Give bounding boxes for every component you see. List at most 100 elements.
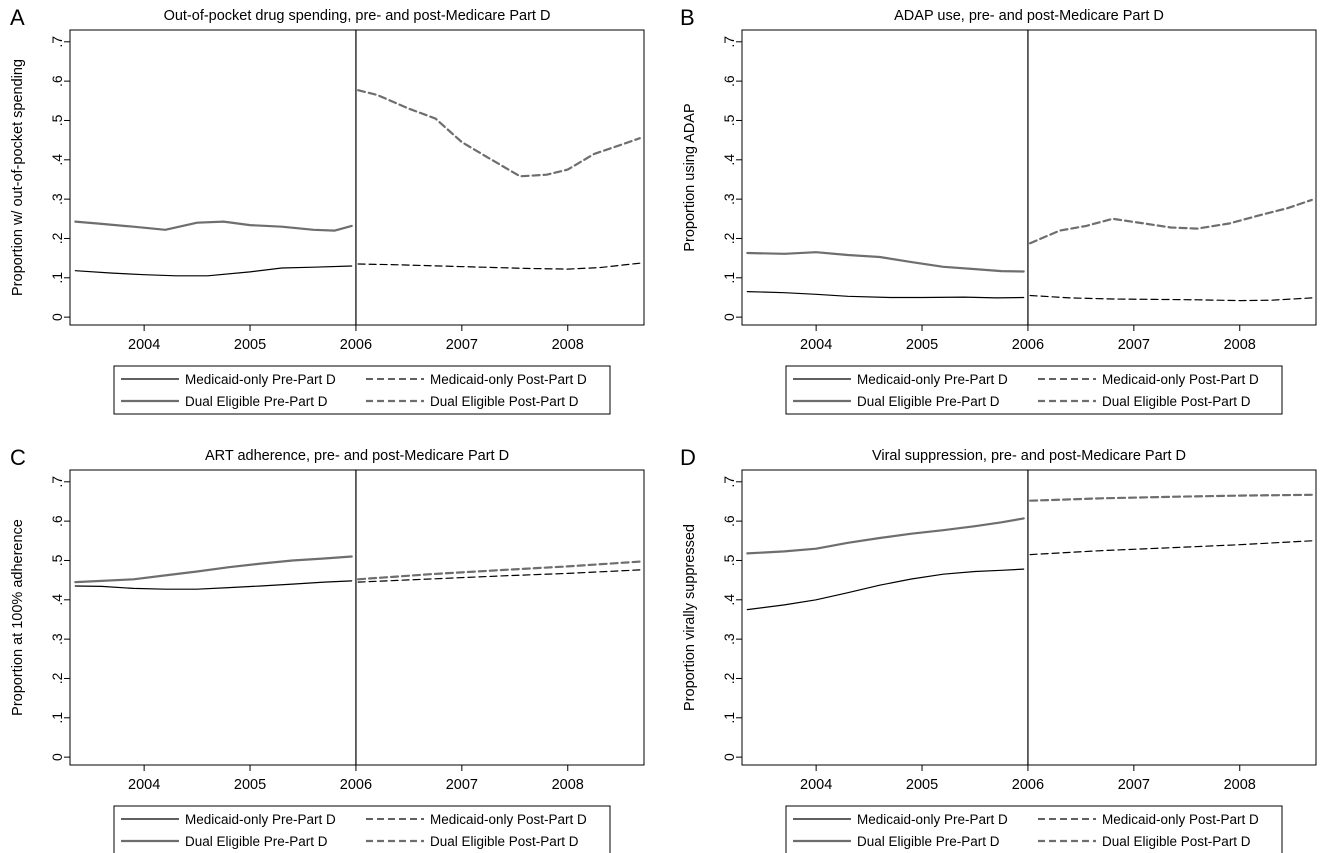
plot-area-frame (69, 29, 645, 326)
y-tick-label: 0 (721, 313, 737, 321)
y-tick-label: .6 (721, 515, 737, 527)
y-tick-label: .1 (721, 712, 737, 724)
series-line-dual_pre (746, 251, 1025, 273)
panel-letter: A (10, 5, 25, 30)
y-tick-label: .6 (49, 515, 65, 527)
y-tick-label: .2 (49, 672, 65, 684)
y-tick-label: .1 (49, 712, 65, 724)
series-line-medicaid_post (357, 262, 641, 270)
x-tick-label: 2006 (340, 777, 372, 793)
y-tick-label: .5 (721, 114, 737, 126)
legend-label-dual_post: Dual Eligible Post-Part D (430, 834, 579, 849)
series-line-medicaid_pre (74, 580, 353, 590)
x-tick-label: 2005 (906, 777, 938, 793)
x-tick-label: 2004 (128, 337, 160, 353)
legend-label-dual_pre: Dual Eligible Pre-Part D (857, 394, 1000, 409)
y-tick-label: .7 (49, 476, 65, 488)
chart-panel-D: D Viral suppression, pre- and post-Medica… (680, 445, 1317, 853)
x-tick-label: 2005 (234, 777, 266, 793)
y-tick-label: 0 (49, 753, 65, 761)
y-tick-label: .3 (721, 633, 737, 645)
legend: Medicaid-only Pre-Part D Medicaid-only Po… (785, 365, 1283, 415)
chart-panel-A: A Out-of-pocket drug spending, pre- and p… (10, 5, 645, 415)
series-line-medicaid_pre (74, 265, 353, 277)
plot-area-frame (741, 29, 1317, 326)
x-tick-label: 2007 (446, 777, 478, 793)
chart-panel-B: B ADAP use, pre- and post-Medicare Part D… (680, 5, 1317, 415)
series-line-medicaid_post (1029, 294, 1313, 302)
legend-frame (785, 805, 1283, 853)
y-tick-label: .5 (721, 554, 737, 566)
y-axis-label: Proportion at 100% adherence (10, 519, 26, 716)
x-tick-label: 2007 (446, 337, 478, 353)
chart-title: ADAP use, pre- and post-Medicare Part D (894, 8, 1164, 24)
y-tick-label: .3 (49, 633, 65, 645)
x-tick-label: 2006 (1012, 777, 1044, 793)
legend: Medicaid-only Pre-Part D Medicaid-only Po… (785, 805, 1283, 853)
legend-label-dual_post: Dual Eligible Post-Part D (430, 394, 579, 409)
legend-label-dual_pre: Dual Eligible Pre-Part D (185, 394, 328, 409)
y-tick-label: .3 (49, 193, 65, 205)
y-tick-label: .5 (49, 114, 65, 126)
panel-letter: D (680, 445, 696, 470)
x-tick-label: 2004 (800, 337, 832, 353)
legend-label-dual_post: Dual Eligible Post-Part D (1102, 394, 1251, 409)
legend-label-dual_pre: Dual Eligible Pre-Part D (857, 834, 1000, 849)
legend-label-dual_pre: Dual Eligible Pre-Part D (185, 834, 328, 849)
legend-label-medicaid_post: Medicaid-only Post-Part D (430, 372, 587, 387)
y-axis-label: Proportion virally suppressed (682, 524, 698, 711)
legend-label-dual_post: Dual Eligible Post-Part D (1102, 834, 1251, 849)
legend-frame (785, 365, 1283, 415)
legend-label-medicaid_post: Medicaid-only Post-Part D (1102, 372, 1259, 387)
y-tick-label: .2 (49, 232, 65, 244)
y-tick-label: .5 (49, 554, 65, 566)
panel-letter: B (680, 5, 695, 30)
legend-label-medicaid_pre: Medicaid-only Pre-Part D (185, 372, 336, 387)
y-tick-label: .2 (721, 672, 737, 684)
series-line-medicaid_pre (746, 291, 1025, 299)
y-tick-label: .2 (721, 232, 737, 244)
y-tick-label: .6 (721, 75, 737, 87)
legend-frame (113, 365, 611, 415)
series-line-dual_pre (74, 555, 353, 584)
legend: Medicaid-only Pre-Part D Medicaid-only Po… (113, 365, 611, 415)
y-tick-label: .4 (49, 594, 65, 606)
x-tick-label: 2007 (1118, 777, 1150, 793)
y-tick-label: 0 (49, 313, 65, 321)
plot-area-frame (69, 469, 645, 766)
chart-panel-C: C ART adherence, pre- and post-Medicare P… (10, 445, 645, 853)
legend: Medicaid-only Pre-Part D Medicaid-only Po… (113, 805, 611, 853)
x-tick-label: 2008 (552, 777, 584, 793)
y-tick-label: .7 (721, 476, 737, 488)
plot-area-frame (741, 469, 1317, 766)
series-line-dual_post (357, 560, 641, 581)
legend-label-medicaid_post: Medicaid-only Post-Part D (1102, 812, 1259, 827)
y-tick-label: .4 (721, 154, 737, 166)
chart-title: Out-of-pocket drug spending, pre- and po… (164, 8, 551, 24)
x-tick-label: 2004 (128, 777, 160, 793)
y-tick-label: .1 (721, 272, 737, 284)
x-tick-label: 2004 (800, 777, 832, 793)
y-tick-label: .4 (721, 594, 737, 606)
y-axis-label: Proportion w/ out-of-pocket spending (10, 59, 26, 296)
y-tick-label: .7 (49, 36, 65, 48)
y-tick-label: .7 (721, 36, 737, 48)
series-line-medicaid_pre (746, 568, 1025, 611)
y-tick-label: .1 (49, 272, 65, 284)
x-tick-label: 2005 (234, 337, 266, 353)
chart-title: ART adherence, pre- and post-Medicare Pa… (205, 448, 509, 464)
series-line-medicaid_post (1029, 540, 1313, 556)
series-line-dual_post (357, 89, 641, 178)
y-tick-label: 0 (721, 753, 737, 761)
series-line-dual_pre (74, 220, 353, 232)
x-tick-label: 2008 (1224, 777, 1256, 793)
x-tick-label: 2006 (1012, 337, 1044, 353)
x-tick-label: 2005 (906, 337, 938, 353)
x-tick-label: 2007 (1118, 337, 1150, 353)
panel-letter: C (10, 445, 26, 470)
legend-label-medicaid_pre: Medicaid-only Pre-Part D (857, 372, 1008, 387)
series-line-dual_post (1029, 493, 1313, 502)
chart-title: Viral suppression, pre- and post-Medicar… (872, 448, 1186, 464)
series-line-medicaid_post (357, 569, 641, 583)
